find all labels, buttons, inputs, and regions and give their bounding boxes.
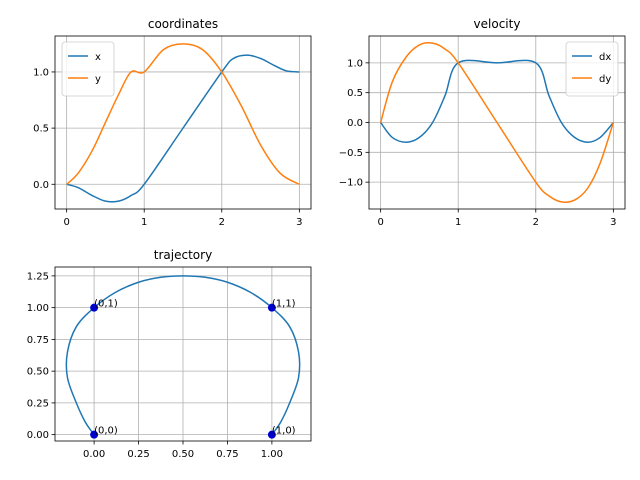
- y-tick-label: 1.00: [27, 303, 49, 314]
- x-tick-label: 0.25: [127, 449, 149, 460]
- x-tick-label: 3: [296, 217, 302, 228]
- x-tick-label: 2: [219, 217, 225, 228]
- x-tick-label: 1: [141, 217, 147, 228]
- y-tick-label: 1.25: [27, 271, 49, 282]
- legend: xy: [61, 41, 115, 97]
- y-tick-label: 1.0: [347, 58, 363, 69]
- series-line-0: [65, 275, 301, 436]
- legend-box: [565, 41, 619, 97]
- point-label: (1,1): [272, 299, 296, 310]
- x-tick-label: 0.75: [216, 449, 238, 460]
- axes-frame: [54, 35, 312, 210]
- legend-label: dy: [599, 74, 611, 85]
- y-tick-label: 0.75: [27, 335, 49, 346]
- y-tick-label: 0.25: [27, 398, 49, 409]
- x-tick-label: 0.00: [83, 449, 105, 460]
- y-tick-label: 0.00: [27, 430, 49, 441]
- y-tick-label: 1.0: [33, 67, 49, 78]
- x-tick-label: 1.00: [261, 449, 283, 460]
- chart-title: trajectory: [154, 248, 212, 262]
- x-tick-label: 3: [610, 217, 616, 228]
- series-line-x: [66, 54, 300, 203]
- data-point: [267, 303, 276, 312]
- series-line-dy: [379, 42, 615, 203]
- y-tick-label: 0.0: [347, 118, 363, 129]
- data-point: [267, 430, 276, 439]
- data-point: [90, 430, 99, 439]
- point-label: (1,0): [272, 426, 296, 437]
- legend-box: [61, 41, 115, 97]
- x-tick-label: 0.50: [172, 449, 194, 460]
- data-point: [90, 303, 99, 312]
- series-line-dx: [380, 59, 614, 143]
- chart-title: velocity: [474, 17, 521, 31]
- chart-title: coordinates: [148, 17, 218, 31]
- y-tick-label: 0.50: [27, 367, 49, 378]
- legend-label: x: [95, 52, 101, 63]
- series-line-y: [66, 43, 300, 185]
- y-tick-label: 0.0: [33, 180, 49, 191]
- legend-label: y: [95, 74, 101, 85]
- y-tick-label: −0.5: [339, 148, 363, 159]
- point-label: (0,1): [94, 299, 118, 310]
- chart-2: (0,1) (1,1) (0,0) (1,0) 0.00 0.25 0.50 0.75 1.00…: [27, 248, 312, 460]
- x-tick-label: 2: [533, 217, 539, 228]
- legend-label: dx: [599, 52, 611, 63]
- x-tick-label: 1: [455, 217, 461, 228]
- legend: dx dy: [565, 41, 619, 97]
- x-tick-label: 0: [63, 217, 69, 228]
- y-tick-label: −1.0: [339, 178, 363, 189]
- point-label: (0,0): [94, 426, 118, 437]
- chart-0: 0 1 2 3 0.0 0.5 1.0 coordinates xy: [33, 17, 312, 228]
- y-tick-label: 0.5: [347, 88, 363, 99]
- chart-1: 0 1 2 3 −1.0 −0.5 0.0 0.5 1.0 velocity dx dy: [339, 17, 626, 228]
- y-tick-label: 0.5: [33, 124, 49, 135]
- x-tick-label: 0: [377, 217, 383, 228]
